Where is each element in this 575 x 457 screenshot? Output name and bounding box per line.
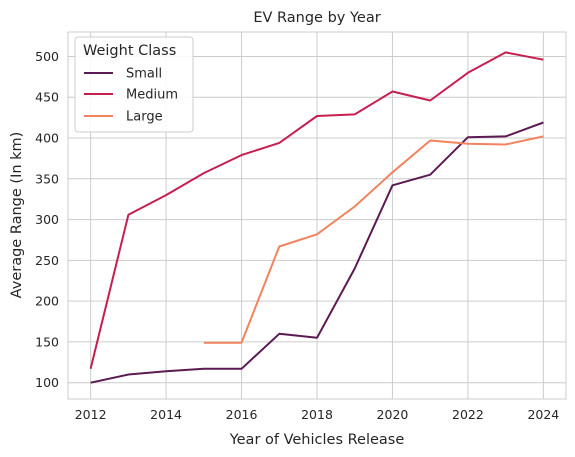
series-line-medium <box>89 51 544 370</box>
y-tick-label: 300 <box>35 212 59 227</box>
y-tick-label: 150 <box>35 334 59 349</box>
legend-label-small: Small <box>126 67 162 82</box>
x-tick-label: 2012 <box>75 407 107 422</box>
tick-labels: 2012 2014 2016 2018 2020 2022 2024 100 150 200 250… <box>35 49 559 422</box>
series-line-large <box>203 135 544 344</box>
y-axis-label: Average Range (In km) <box>9 132 25 299</box>
x-tick-label: 2024 <box>527 407 559 422</box>
chart-title: EV Range by Year <box>253 10 380 26</box>
y-tick-label: 250 <box>35 253 59 268</box>
x-tick-label: 2018 <box>301 407 333 422</box>
legend-frame <box>74 36 194 133</box>
x-tick-label: 2022 <box>452 407 484 422</box>
legend-label-medium: Medium <box>126 88 178 103</box>
y-tick-label: 100 <box>35 375 59 390</box>
x-axis-label: Year of Vehicles Release <box>229 432 405 448</box>
grid <box>68 32 566 399</box>
x-tick-label: 2016 <box>226 407 258 422</box>
y-tick-label: 450 <box>35 90 59 105</box>
series-line-small <box>90 121 544 384</box>
y-tick-label: 500 <box>35 49 59 64</box>
x-tick-label: 2014 <box>150 407 182 422</box>
legend-title: Weight Class <box>83 43 176 59</box>
y-tick-label: 350 <box>35 171 59 186</box>
legend-label-large: Large <box>126 110 163 125</box>
y-tick-label: 200 <box>35 294 59 309</box>
y-tick-label: 400 <box>35 131 59 146</box>
series-lines <box>89 51 544 384</box>
legend: Weight Class Small Medium Large <box>74 36 194 133</box>
x-tick-label: 2020 <box>377 407 409 422</box>
